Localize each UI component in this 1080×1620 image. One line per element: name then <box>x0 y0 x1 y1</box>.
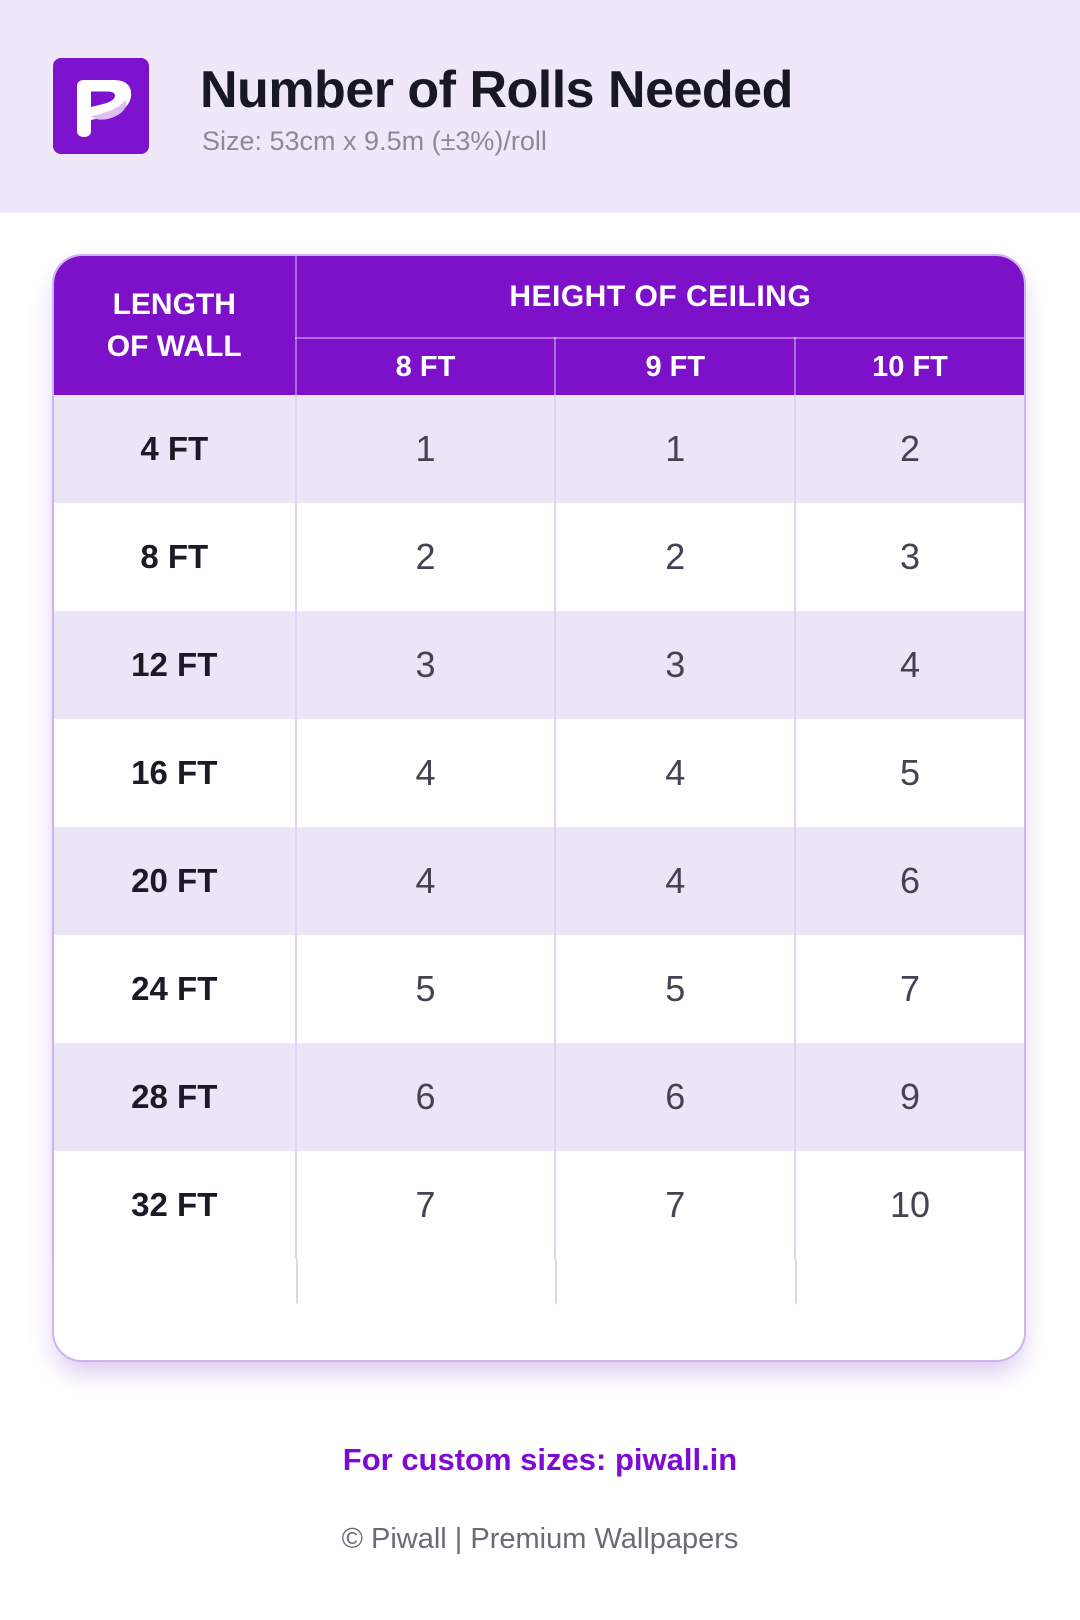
table-row: 12 FT 3 3 4 <box>54 611 1024 719</box>
table-header: LENGTH OF WALL HEIGHT OF CEILING 8 FT 9 … <box>54 256 1024 395</box>
rolls-value-cell: 7 <box>554 1151 796 1259</box>
wall-length-cell: 24 FT <box>131 970 218 1007</box>
header-row-heights: 8 FT 9 FT 10 FT <box>54 338 1024 395</box>
table-body: 4 FT 1 1 2 8 FT 2 2 3 12 FT 3 3 4 16 FT … <box>54 395 1024 1359</box>
table-row: 24 FT 5 5 7 <box>54 935 1024 1043</box>
rolls-value-cell: 10 <box>794 1151 1024 1259</box>
header-band <box>0 0 1080 213</box>
spacer-cell <box>54 1259 296 1359</box>
rolls-value-cell: 6 <box>554 1043 796 1151</box>
rolls-value-cell: 7 <box>794 935 1024 1043</box>
rolls-value-cell: 3 <box>794 503 1024 611</box>
wall-length-cell: 4 FT <box>140 430 209 467</box>
rolls-value-cell: 4 <box>794 611 1024 719</box>
rolls-value-cell: 6 <box>794 827 1024 935</box>
rolls-value-cell: 3 <box>554 611 796 719</box>
rolls-needed-table: LENGTH OF WALL HEIGHT OF CEILING 8 FT 9 … <box>54 256 1024 1359</box>
piwall-logo-icon <box>53 58 149 154</box>
table-row: 4 FT 1 1 2 <box>54 395 1024 503</box>
rolls-value-cell: 5 <box>294 935 556 1043</box>
length-of-wall-line2: OF WALL <box>106 329 242 363</box>
rolls-value-cell: 2 <box>794 395 1024 503</box>
table-row: 20 FT 4 4 6 <box>54 827 1024 935</box>
wall-length-cell: 8 FT <box>140 538 209 575</box>
wall-length-cell: 32 FT <box>131 1186 218 1223</box>
rolls-value-cell: 4 <box>294 719 556 827</box>
spacer-cell <box>795 1259 1024 1359</box>
length-of-wall-line1: LENGTH <box>112 288 236 322</box>
col-header-8ft: 8 FT <box>295 338 556 395</box>
spacer-cell <box>295 1259 556 1359</box>
rolls-value-cell: 7 <box>294 1151 556 1259</box>
rolls-value-cell: 3 <box>294 611 556 719</box>
header-row-group: LENGTH OF WALL HEIGHT OF CEILING <box>54 256 1024 395</box>
rolls-value-cell: 6 <box>294 1043 556 1151</box>
rolls-value-cell: 5 <box>554 935 796 1043</box>
rolls-value-cell: 9 <box>794 1043 1024 1151</box>
rolls-value-cell: 1 <box>554 395 796 503</box>
spacer-cell <box>555 1259 796 1359</box>
rolls-value-cell: 2 <box>554 503 796 611</box>
rolls-value-cell: 5 <box>794 719 1024 827</box>
col-header-10ft: 10 FT <box>794 338 1024 395</box>
table-row: 32 FT 7 7 10 <box>54 1151 1024 1259</box>
copyright-text: © Piwall | Premium Wallpapers <box>341 1523 739 1555</box>
height-of-ceiling-header: HEIGHT OF CEILING <box>295 256 1024 339</box>
page-title: Number of Rolls Needed <box>200 61 793 119</box>
rolls-value-cell: 1 <box>294 395 556 503</box>
rolls-value-cell: 4 <box>294 827 556 935</box>
length-of-wall-header: LENGTH OF WALL <box>54 256 297 395</box>
table-row: 16 FT 4 4 5 <box>54 719 1024 827</box>
roll-size-subtitle: Size: 53cm x 9.5m (±3%)/roll <box>202 126 547 156</box>
wall-length-cell: 28 FT <box>131 1078 218 1115</box>
rolls-value-cell: 4 <box>554 827 796 935</box>
table-row: 28 FT 6 6 9 <box>54 1043 1024 1151</box>
rolls-value-cell: 2 <box>294 503 556 611</box>
rolls-table-card: LENGTH OF WALL HEIGHT OF CEILING 8 FT 9 … <box>52 254 1026 1362</box>
custom-sizes-link[interactable]: For custom sizes: piwall.in <box>342 1442 738 1477</box>
wall-length-cell: 16 FT <box>131 754 218 791</box>
wall-length-cell: 20 FT <box>131 862 218 899</box>
col-header-9ft: 9 FT <box>554 338 796 395</box>
table-bottom-spacer <box>54 1259 1024 1359</box>
wall-length-cell: 12 FT <box>131 646 218 683</box>
rolls-value-cell: 4 <box>554 719 796 827</box>
table-row: 8 FT 2 2 3 <box>54 503 1024 611</box>
